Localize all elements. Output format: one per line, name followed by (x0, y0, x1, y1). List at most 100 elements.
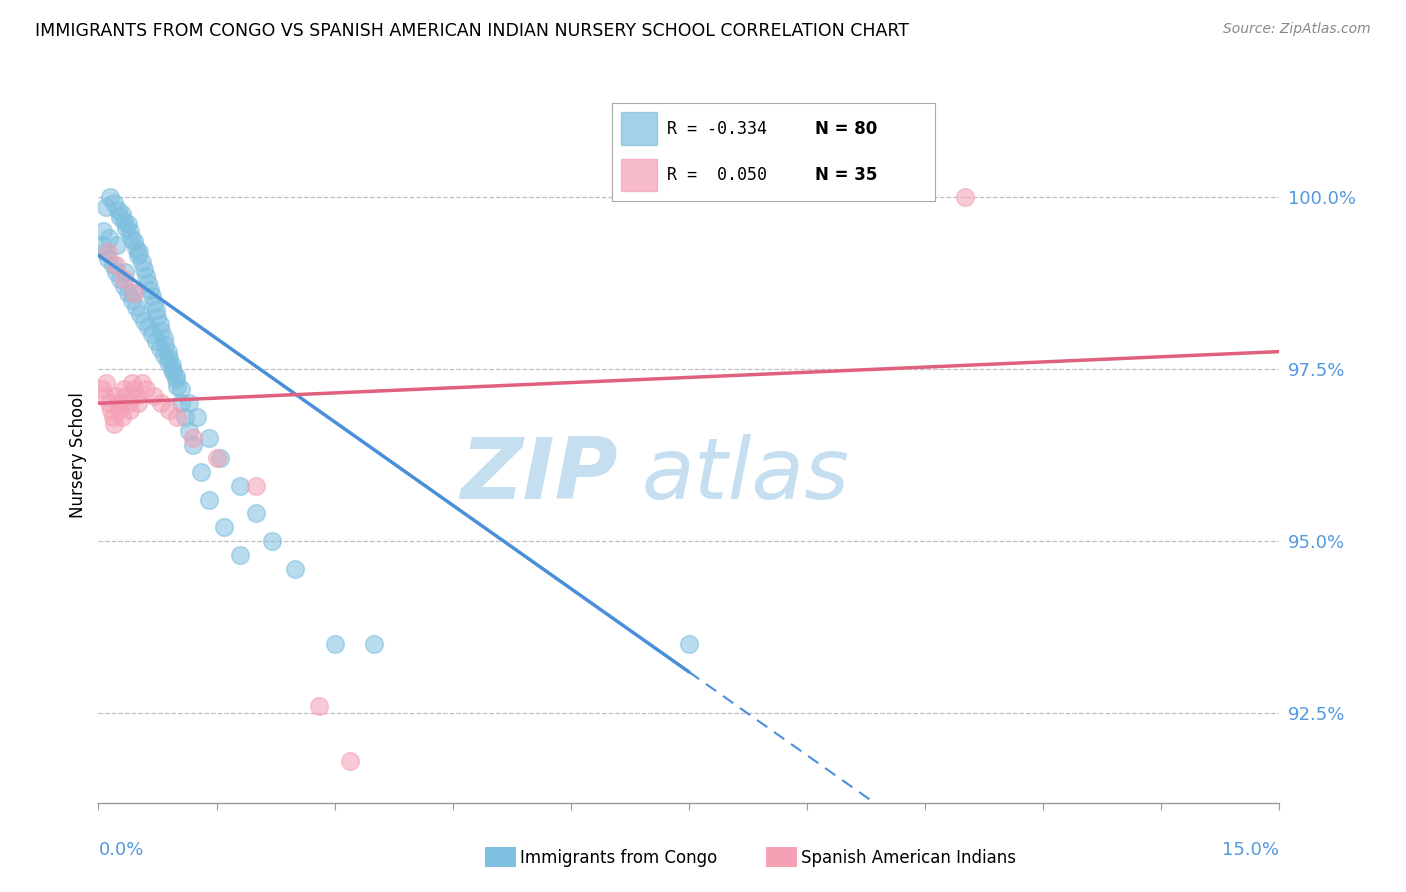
Point (245, 507, 267, 521)
Point (363, 637, 385, 651)
Point (150, 324, 173, 338)
Point (122, 383, 145, 397)
Bar (621, 159, 657, 191)
Point (112, 383, 135, 397)
Point (229, 479, 252, 493)
Point (177, 424, 200, 438)
Point (101, 259, 124, 273)
Point (142, 389, 165, 403)
Point (117, 217, 139, 231)
Text: Spanish American Indians: Spanish American Indians (801, 849, 1017, 867)
Point (131, 255, 153, 269)
Point (157, 351, 180, 366)
Point (118, 403, 141, 417)
Text: N = 80: N = 80 (815, 120, 877, 137)
Text: Immigrants from Congo: Immigrants from Congo (520, 849, 717, 867)
Point (127, 396, 149, 410)
Point (135, 383, 157, 397)
Point (101, 410, 124, 425)
Text: 0.0%: 0.0% (98, 840, 143, 859)
Point (104, 259, 127, 273)
Point (104, 265, 127, 279)
Point (117, 396, 139, 410)
Point (132, 313, 155, 327)
Point (118, 224, 141, 238)
Point (122, 286, 145, 301)
Bar (621, 112, 657, 145)
Point (112, 272, 135, 286)
Point (160, 361, 183, 376)
Point (155, 337, 177, 351)
Point (127, 248, 149, 262)
Point (132, 261, 155, 276)
Point (149, 317, 172, 331)
Point (150, 396, 173, 410)
Point (209, 451, 232, 466)
Point (98, 231, 121, 245)
Point (170, 396, 193, 410)
Text: IMMIGRANTS FROM CONGO VS SPANISH AMERICAN INDIAN NURSERY SCHOOL CORRELATION CHAR: IMMIGRANTS FROM CONGO VS SPANISH AMERICA… (35, 22, 910, 40)
Point (165, 368, 187, 383)
Point (114, 265, 136, 279)
Point (121, 376, 143, 390)
Point (245, 479, 267, 493)
Point (339, 755, 361, 769)
Point (112, 213, 135, 227)
Point (107, 396, 129, 410)
Point (149, 341, 172, 355)
Point (181, 437, 204, 451)
Point (112, 279, 135, 293)
Point (260, 534, 283, 549)
Point (125, 300, 148, 314)
Point (145, 334, 167, 349)
Point (128, 244, 150, 259)
Point (308, 699, 330, 714)
Point (197, 492, 219, 507)
Text: N = 35: N = 35 (815, 166, 877, 184)
Point (174, 410, 197, 425)
Text: atlas: atlas (641, 434, 849, 517)
Point (138, 283, 160, 297)
Point (165, 372, 187, 386)
Point (141, 327, 163, 342)
Point (129, 307, 152, 321)
Point (678, 637, 700, 651)
Point (229, 548, 252, 562)
Point (97, 252, 120, 266)
Text: 15.0%: 15.0% (1222, 840, 1279, 859)
Point (141, 289, 163, 303)
Point (110, 403, 132, 417)
Point (108, 272, 131, 286)
Point (125, 241, 148, 255)
Point (91, 237, 114, 252)
Point (103, 196, 125, 211)
Point (100, 403, 122, 417)
Point (136, 276, 159, 290)
Point (135, 268, 157, 283)
Point (156, 355, 179, 369)
Point (190, 465, 212, 479)
Y-axis label: Nursery School: Nursery School (69, 392, 87, 518)
Point (214, 520, 236, 534)
Point (93, 244, 115, 259)
Point (156, 344, 179, 359)
Point (953, 189, 976, 203)
Point (152, 348, 174, 362)
Point (170, 383, 193, 397)
Text: R =  0.050: R = 0.050 (666, 166, 766, 184)
Point (131, 376, 153, 390)
Point (166, 379, 188, 393)
Point (117, 286, 139, 301)
Point (98, 189, 121, 203)
Point (105, 237, 128, 252)
Point (122, 286, 145, 301)
Text: ZIP: ZIP (460, 434, 619, 517)
Point (97, 396, 120, 410)
Point (152, 331, 174, 345)
Point (115, 220, 138, 235)
Point (111, 207, 134, 221)
Point (107, 203, 129, 218)
Point (157, 403, 180, 417)
Point (121, 231, 143, 245)
Point (93, 389, 115, 403)
